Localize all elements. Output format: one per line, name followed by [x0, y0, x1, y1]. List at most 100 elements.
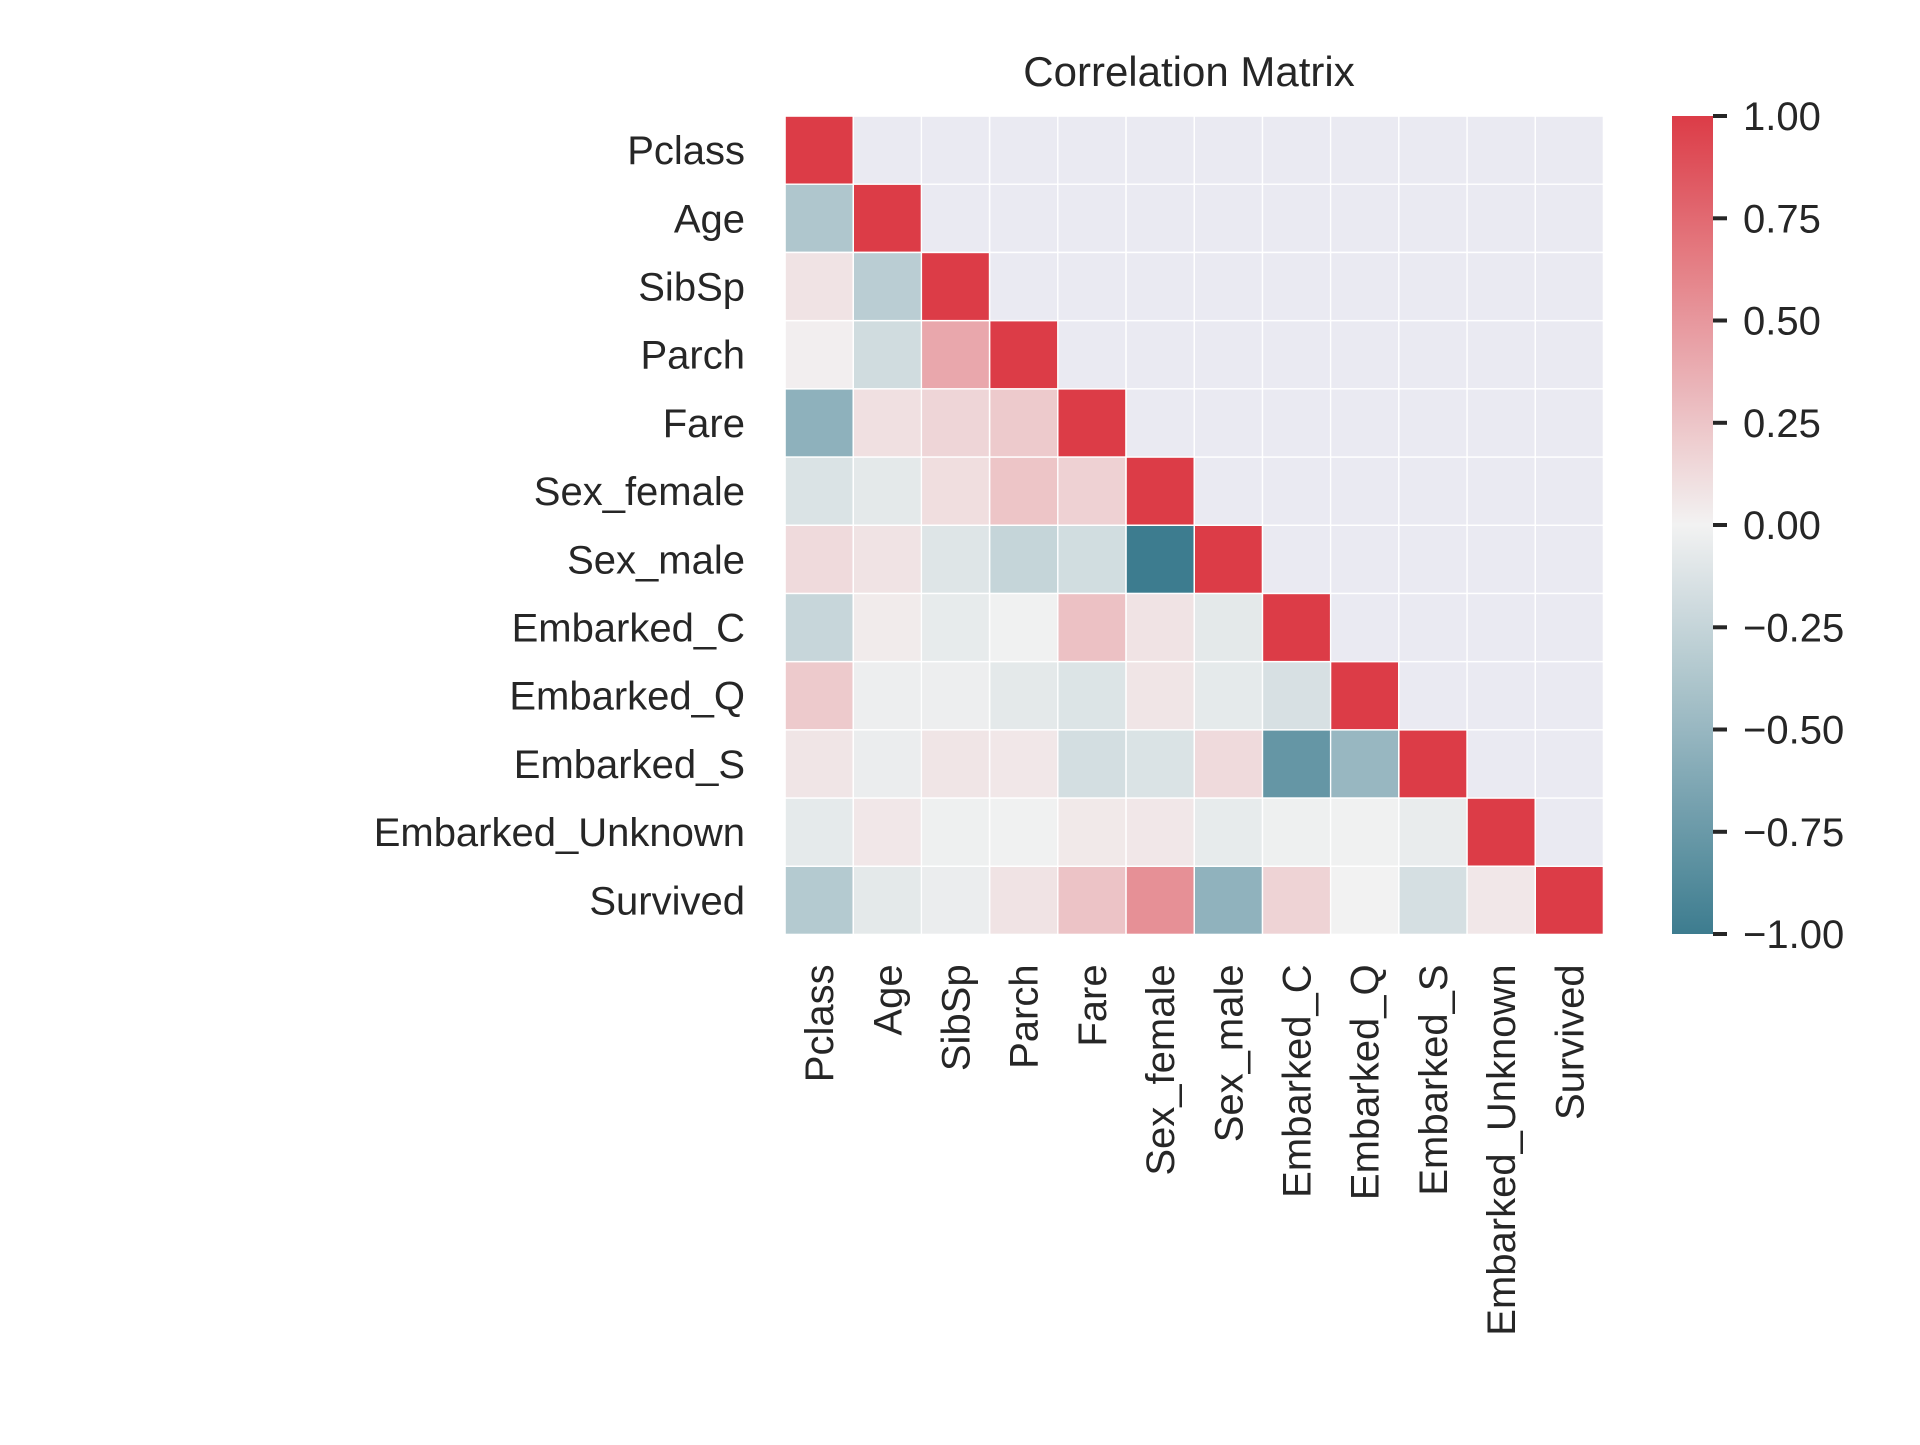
- x-tick-label-Age: Age: [866, 964, 910, 1035]
- heatmap-cell-Parch-Parch: [990, 321, 1058, 389]
- heatmap-cell-Embarked_C-Parch: [990, 594, 1058, 661]
- heatmap-cell-Sex_male-Age: [854, 526, 921, 593]
- masked-cell-Age-Fare: [1058, 184, 1126, 252]
- masked-cell-Sex_female-Embarked_Q: [1331, 457, 1398, 525]
- masked-cell-Sex_male-Survived: [1536, 526, 1603, 593]
- masked-cell-Fare-Embarked_Unknown: [1467, 389, 1535, 457]
- y-tick-label-Age: Age: [674, 197, 745, 241]
- heatmap-cell-Sex_male-Fare: [1058, 526, 1126, 593]
- y-axis-labels: Pclass Age SibSp Parch Fare Sex_female Sex_mal…: [374, 129, 745, 923]
- heatmap-cell-Embarked_Q-Embarked_C: [1263, 662, 1330, 730]
- x-tick-label-Sex_female: Sex_female: [1139, 964, 1183, 1175]
- colorbar-tick-label: −0.25: [1743, 606, 1844, 650]
- masked-cell-Embarked_C-Embarked_Q: [1331, 594, 1398, 661]
- masked-cell-SibSp-Sex_female: [1126, 253, 1194, 320]
- masked-cell-Embarked_Q-Embarked_Unknown: [1467, 662, 1535, 730]
- heatmap-cell-Fare-SibSp: [922, 389, 989, 457]
- masked-cell-Parch-Embarked_Unknown: [1467, 321, 1535, 389]
- colorbar-tick-label: −0.75: [1743, 811, 1844, 855]
- x-axis-labels: Pclass Age SibSp Parch Fare Sex_female Sex_mal…: [798, 964, 1592, 1335]
- y-tick-label-Embarked_S: Embarked_S: [514, 743, 745, 787]
- heatmap-cell-Embarked_S-Parch: [990, 730, 1058, 798]
- heatmap-cell-Embarked_C-Pclass: [785, 594, 853, 661]
- y-tick-label-Survived: Survived: [589, 879, 745, 923]
- masked-cell-Age-Embarked_C: [1263, 184, 1330, 252]
- heatmap-cell-Survived-Embarked_Q: [1331, 867, 1398, 934]
- x-tick-label-Survived: Survived: [1548, 964, 1592, 1120]
- masked-cell-Pclass-Sex_female: [1126, 116, 1194, 184]
- x-tick-label-Embarked_Q: Embarked_Q: [1344, 964, 1388, 1200]
- masked-cell-SibSp-Embarked_C: [1263, 253, 1330, 320]
- heatmap-cell-Sex_female-Pclass: [785, 457, 853, 525]
- x-tick-label-Embarked_C: Embarked_C: [1276, 964, 1320, 1197]
- colorbar-tick-label: 0.75: [1743, 197, 1821, 241]
- y-tick-label-Embarked_C: Embarked_C: [512, 607, 745, 651]
- masked-cell-Age-SibSp: [922, 184, 989, 252]
- x-tick-label-Sex_male: Sex_male: [1207, 964, 1251, 1142]
- x-tick-label-Pclass: Pclass: [798, 964, 842, 1082]
- heatmap-cell-Parch-Age: [854, 321, 921, 389]
- heatmap-cell-Embarked_Unknown-Pclass: [785, 798, 853, 866]
- heatmap-cell-Embarked_C-Age: [854, 594, 921, 661]
- y-tick-label-Fare: Fare: [663, 402, 745, 446]
- heatmap-cell-Sex_male-Parch: [990, 526, 1058, 593]
- heatmap-cell-Survived-Pclass: [785, 867, 853, 934]
- masked-cell-Parch-Embarked_C: [1263, 321, 1330, 389]
- y-tick-label-Embarked_Unknown: Embarked_Unknown: [374, 811, 745, 855]
- masked-cell-Fare-Survived: [1536, 389, 1603, 457]
- masked-cell-Sex_male-Embarked_Q: [1331, 526, 1398, 593]
- masked-cell-Age-Embarked_Q: [1331, 184, 1398, 252]
- heatmap-cell-Sex_male-Sex_female: [1126, 526, 1194, 593]
- colorbar-tick-label: 0.50: [1743, 300, 1821, 344]
- heatmap-cell-Embarked_Q-Fare: [1058, 662, 1126, 730]
- masked-cell-Parch-Sex_male: [1195, 321, 1262, 389]
- masked-cell-Age-Survived: [1536, 184, 1603, 252]
- heatmap-cell-Embarked_Q-Embarked_Q: [1331, 662, 1398, 730]
- masked-cell-Pclass-Parch: [990, 116, 1058, 184]
- masked-cell-Embarked_S-Embarked_Unknown: [1467, 730, 1535, 798]
- masked-cell-Sex_female-Survived: [1536, 457, 1603, 525]
- masked-cell-Pclass-Embarked_S: [1399, 116, 1467, 184]
- heatmap-cell-Embarked_Unknown-SibSp: [922, 798, 989, 866]
- heatmap-cell-Survived-SibSp: [922, 867, 989, 934]
- masked-cell-Pclass-Embarked_C: [1263, 116, 1330, 184]
- heatmap-cell-Embarked_Q-SibSp: [922, 662, 989, 730]
- masked-cell-Sex_male-Embarked_S: [1399, 526, 1467, 593]
- heatmap-cell-Sex_female-Sex_female: [1126, 457, 1194, 525]
- heatmap-cell-Parch-SibSp: [922, 321, 989, 389]
- heatmap-cell-Survived-Embarked_S: [1399, 867, 1467, 934]
- masked-cell-Age-Sex_male: [1195, 184, 1262, 252]
- y-tick-label-SibSp: SibSp: [638, 266, 745, 310]
- heatmap-cell-Survived-Parch: [990, 867, 1058, 934]
- heatmap-cell-Embarked_S-Fare: [1058, 730, 1126, 798]
- heatmap-cell-SibSp-Age: [854, 253, 921, 320]
- y-tick-label-Embarked_Q: Embarked_Q: [509, 675, 745, 719]
- colorbar-gradient: [1672, 116, 1713, 934]
- heatmap-cell-Survived-Survived: [1536, 867, 1603, 934]
- heatmap-cell-Embarked_Unknown-Parch: [990, 798, 1058, 866]
- colorbar-tick-label: 0.00: [1743, 504, 1821, 548]
- masked-cell-Sex_male-Embarked_Unknown: [1467, 526, 1535, 593]
- heatmap-cell-Sex_female-Parch: [990, 457, 1058, 525]
- masked-cell-Fare-Embarked_C: [1263, 389, 1330, 457]
- masked-cell-Fare-Embarked_Q: [1331, 389, 1398, 457]
- colorbar-tick-label: 0.25: [1743, 402, 1821, 446]
- heatmap-cell-Embarked_Q-Parch: [990, 662, 1058, 730]
- x-tick-label-Parch: Parch: [1003, 964, 1047, 1069]
- heatmap-cell-Sex_female-SibSp: [922, 457, 989, 525]
- masked-cell-Parch-Fare: [1058, 321, 1126, 389]
- masked-cell-Pclass-Embarked_Unknown: [1467, 116, 1535, 184]
- heatmap-cell-Sex_female-Age: [854, 457, 921, 525]
- chart-title: Correlation Matrix: [1023, 48, 1354, 95]
- heatmap-cell-Embarked_C-SibSp: [922, 594, 989, 661]
- masked-cell-Age-Embarked_S: [1399, 184, 1467, 252]
- masked-cell-Fare-Sex_male: [1195, 389, 1262, 457]
- masked-cell-Pclass-SibSp: [922, 116, 989, 184]
- heatmap-cell-Sex_male-Sex_male: [1195, 526, 1262, 593]
- masked-cell-Embarked_C-Survived: [1536, 594, 1603, 661]
- y-tick-label-Pclass: Pclass: [627, 129, 745, 173]
- masked-cell-Embarked_C-Embarked_Unknown: [1467, 594, 1535, 661]
- heatmap-cell-Embarked_C-Embarked_C: [1263, 594, 1330, 661]
